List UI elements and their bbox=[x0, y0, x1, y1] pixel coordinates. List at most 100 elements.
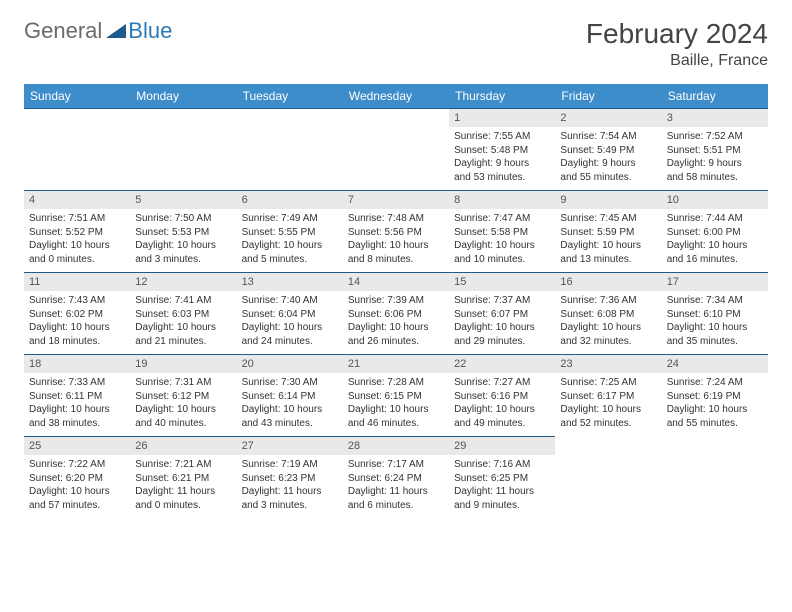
calendar-cell: 11 Sunrise: 7:43 AMSunset: 6:02 PMDayligh… bbox=[24, 273, 130, 355]
day-line-day2: and 16 minutes. bbox=[667, 253, 763, 267]
day-line-sunset: Sunset: 6:15 PM bbox=[348, 390, 444, 404]
day-details: Sunrise: 7:40 AMSunset: 6:04 PMDaylight:… bbox=[237, 291, 343, 352]
day-number: 2 bbox=[555, 109, 661, 127]
day-line-sunrise: Sunrise: 7:28 AM bbox=[348, 376, 444, 390]
day-details: Sunrise: 7:25 AMSunset: 6:17 PMDaylight:… bbox=[555, 373, 661, 434]
day-number: 7 bbox=[343, 191, 449, 209]
day-line-sunrise: Sunrise: 7:17 AM bbox=[348, 458, 444, 472]
day-line-sunrise: Sunrise: 7:36 AM bbox=[560, 294, 656, 308]
day-line-day2: and 21 minutes. bbox=[135, 335, 231, 349]
day-line-day2: and 13 minutes. bbox=[560, 253, 656, 267]
weekday-header: Thursday bbox=[449, 84, 555, 109]
day-details: Sunrise: 7:51 AMSunset: 5:52 PMDaylight:… bbox=[24, 209, 130, 270]
day-number: 24 bbox=[662, 355, 768, 373]
calendar-cell bbox=[343, 109, 449, 191]
day-details: Sunrise: 7:54 AMSunset: 5:49 PMDaylight:… bbox=[555, 127, 661, 188]
day-line-day1: Daylight: 10 hours bbox=[667, 239, 763, 253]
day-line-day2: and 55 minutes. bbox=[667, 417, 763, 431]
location-subtitle: Baille, France bbox=[586, 52, 768, 70]
day-number: 17 bbox=[662, 273, 768, 291]
calendar-cell: 1Sunrise: 7:55 AMSunset: 5:48 PMDaylight… bbox=[449, 109, 555, 191]
calendar-cell bbox=[555, 437, 661, 519]
page-title: February 2024 bbox=[586, 18, 768, 50]
day-line-sunset: Sunset: 6:17 PM bbox=[560, 390, 656, 404]
day-line-day1: Daylight: 10 hours bbox=[560, 239, 656, 253]
title-block: February 2024 Baille, France bbox=[586, 18, 768, 70]
day-details: Sunrise: 7:52 AMSunset: 5:51 PMDaylight:… bbox=[662, 127, 768, 188]
day-line-sunset: Sunset: 6:02 PM bbox=[29, 308, 125, 322]
day-line-sunrise: Sunrise: 7:37 AM bbox=[454, 294, 550, 308]
calendar-row: 25Sunrise: 7:22 AMSunset: 6:20 PMDayligh… bbox=[24, 437, 768, 519]
day-line-sunset: Sunset: 6:06 PM bbox=[348, 308, 444, 322]
day-number: 21 bbox=[343, 355, 449, 373]
calendar-cell: 6Sunrise: 7:49 AMSunset: 5:55 PMDaylight… bbox=[237, 191, 343, 273]
day-line-day1: Daylight: 10 hours bbox=[135, 239, 231, 253]
day-line-sunrise: Sunrise: 7:25 AM bbox=[560, 376, 656, 390]
calendar-cell bbox=[24, 109, 130, 191]
calendar-body: 1Sunrise: 7:55 AMSunset: 5:48 PMDaylight… bbox=[24, 109, 768, 519]
day-line-day2: and 18 minutes. bbox=[29, 335, 125, 349]
calendar-cell: 10Sunrise: 7:44 AMSunset: 6:00 PMDayligh… bbox=[662, 191, 768, 273]
day-line-day1: Daylight: 10 hours bbox=[560, 403, 656, 417]
day-line-sunrise: Sunrise: 7:22 AM bbox=[29, 458, 125, 472]
day-line-sunrise: Sunrise: 7:43 AM bbox=[29, 294, 125, 308]
day-line-day2: and 9 minutes. bbox=[454, 499, 550, 513]
calendar-cell: 21Sunrise: 7:28 AMSunset: 6:15 PMDayligh… bbox=[343, 355, 449, 437]
calendar-row: 1Sunrise: 7:55 AMSunset: 5:48 PMDaylight… bbox=[24, 109, 768, 191]
day-number: 11 bbox=[24, 273, 130, 291]
day-line-sunrise: Sunrise: 7:16 AM bbox=[454, 458, 550, 472]
day-line-sunrise: Sunrise: 7:44 AM bbox=[667, 212, 763, 226]
day-line-day2: and 53 minutes. bbox=[454, 171, 550, 185]
day-number: 26 bbox=[130, 437, 236, 455]
day-line-day2: and 0 minutes. bbox=[29, 253, 125, 267]
calendar-cell: 8Sunrise: 7:47 AMSunset: 5:58 PMDaylight… bbox=[449, 191, 555, 273]
day-line-day2: and 43 minutes. bbox=[242, 417, 338, 431]
day-line-sunset: Sunset: 6:04 PM bbox=[242, 308, 338, 322]
day-number: 28 bbox=[343, 437, 449, 455]
calendar-cell bbox=[130, 109, 236, 191]
day-details: Sunrise: 7:22 AMSunset: 6:20 PMDaylight:… bbox=[24, 455, 130, 516]
logo-text-blue: Blue bbox=[128, 18, 172, 44]
day-line-day1: Daylight: 9 hours bbox=[454, 157, 550, 171]
day-line-sunset: Sunset: 6:03 PM bbox=[135, 308, 231, 322]
weekday-header: Tuesday bbox=[237, 84, 343, 109]
day-line-day1: Daylight: 10 hours bbox=[454, 403, 550, 417]
calendar-cell: 4Sunrise: 7:51 AMSunset: 5:52 PMDaylight… bbox=[24, 191, 130, 273]
weekday-header-row: Sunday Monday Tuesday Wednesday Thursday… bbox=[24, 84, 768, 109]
day-line-day1: Daylight: 10 hours bbox=[29, 321, 125, 335]
day-line-sunset: Sunset: 6:07 PM bbox=[454, 308, 550, 322]
day-number: 10 bbox=[662, 191, 768, 209]
day-line-day1: Daylight: 10 hours bbox=[29, 485, 125, 499]
day-line-sunrise: Sunrise: 7:55 AM bbox=[454, 130, 550, 144]
day-line-day1: Daylight: 10 hours bbox=[242, 321, 338, 335]
day-number: 9 bbox=[555, 191, 661, 209]
day-line-day2: and 5 minutes. bbox=[242, 253, 338, 267]
calendar-cell: 5Sunrise: 7:50 AMSunset: 5:53 PMDaylight… bbox=[130, 191, 236, 273]
day-number: 5 bbox=[130, 191, 236, 209]
calendar-cell: 22Sunrise: 7:27 AMSunset: 6:16 PMDayligh… bbox=[449, 355, 555, 437]
logo-triangle-icon bbox=[106, 20, 126, 43]
day-details: Sunrise: 7:30 AMSunset: 6:14 PMDaylight:… bbox=[237, 373, 343, 434]
day-details: Sunrise: 7:39 AMSunset: 6:06 PMDaylight:… bbox=[343, 291, 449, 352]
day-number: 22 bbox=[449, 355, 555, 373]
day-line-day2: and 46 minutes. bbox=[348, 417, 444, 431]
calendar-cell: 15Sunrise: 7:37 AMSunset: 6:07 PMDayligh… bbox=[449, 273, 555, 355]
day-line-sunrise: Sunrise: 7:19 AM bbox=[242, 458, 338, 472]
weekday-header: Sunday bbox=[24, 84, 130, 109]
day-line-sunset: Sunset: 6:10 PM bbox=[667, 308, 763, 322]
header: General Blue February 2024 Baille, Franc… bbox=[24, 18, 768, 70]
day-line-day1: Daylight: 10 hours bbox=[348, 239, 444, 253]
calendar-cell: 14Sunrise: 7:39 AMSunset: 6:06 PMDayligh… bbox=[343, 273, 449, 355]
day-line-sunrise: Sunrise: 7:30 AM bbox=[242, 376, 338, 390]
day-line-day1: Daylight: 10 hours bbox=[667, 321, 763, 335]
day-line-day2: and 24 minutes. bbox=[242, 335, 338, 349]
day-line-day1: Daylight: 10 hours bbox=[242, 403, 338, 417]
calendar-cell: 3Sunrise: 7:52 AMSunset: 5:51 PMDaylight… bbox=[662, 109, 768, 191]
day-line-day2: and 49 minutes. bbox=[454, 417, 550, 431]
day-line-day1: Daylight: 10 hours bbox=[29, 239, 125, 253]
calendar-cell: 23Sunrise: 7:25 AMSunset: 6:17 PMDayligh… bbox=[555, 355, 661, 437]
calendar-cell: 29Sunrise: 7:16 AMSunset: 6:25 PMDayligh… bbox=[449, 437, 555, 519]
day-line-day2: and 52 minutes. bbox=[560, 417, 656, 431]
day-number: 12 bbox=[130, 273, 236, 291]
day-line-day1: Daylight: 10 hours bbox=[135, 403, 231, 417]
